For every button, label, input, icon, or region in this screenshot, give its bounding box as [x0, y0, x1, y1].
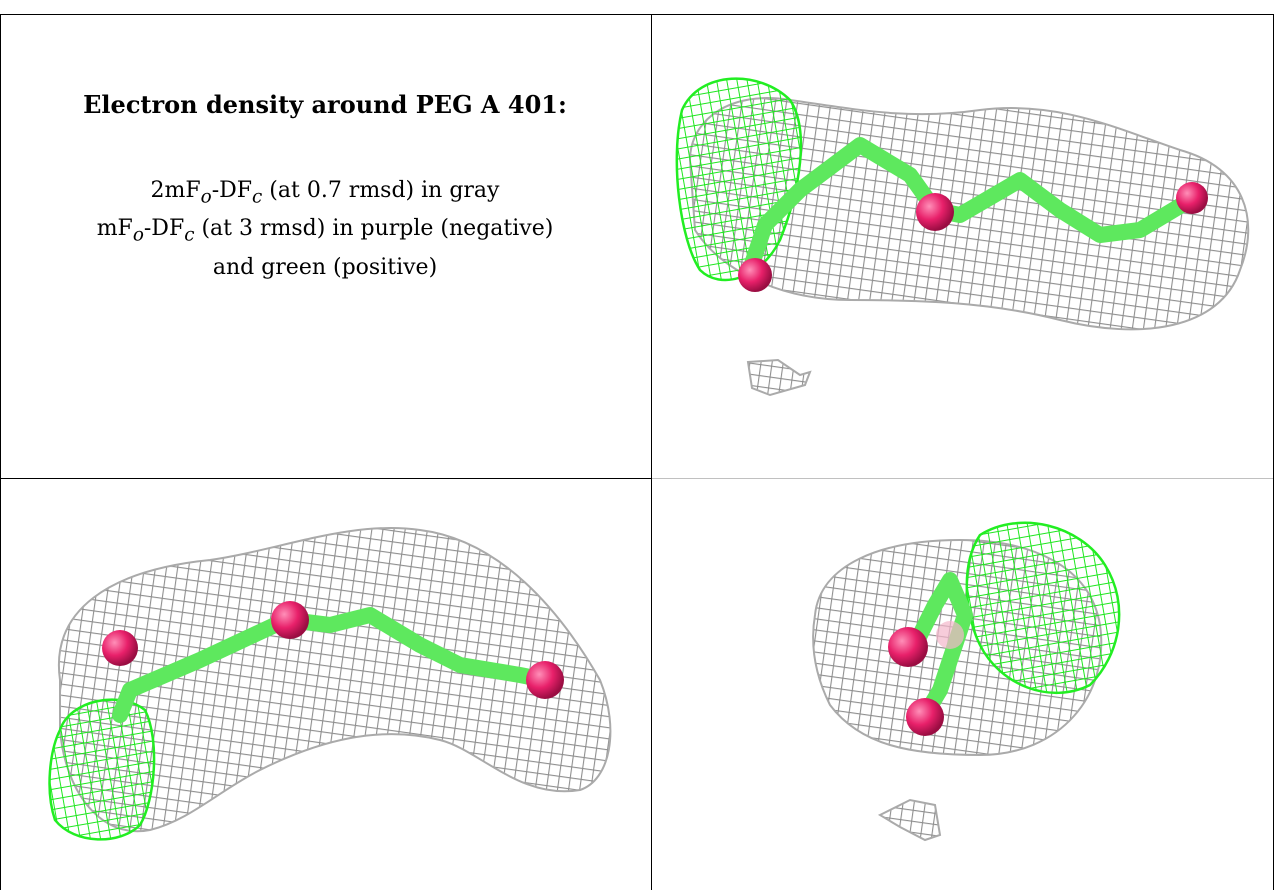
oxygen-atom: [271, 601, 309, 639]
mesh-fragment: [877, 798, 942, 842]
density-view-1: [675, 77, 1250, 397]
table-border-middle-left: [0, 478, 634, 479]
oxygen-atom: [1176, 182, 1208, 214]
oxygen-atom: [906, 698, 944, 736]
peg-bonds: [907, 572, 973, 723]
table-border-middle-right: [652, 478, 1274, 479]
figure-caption: Electron density around PEG A 401: 2mFo-…: [20, 90, 630, 284]
legend-line-2fofc: 2mFo-DFc (at 0.7 rmsd) in gray: [150, 178, 500, 208]
mesh-positive: [48, 698, 156, 841]
oxygen-atom: [738, 258, 772, 292]
density-view-3: [812, 521, 1121, 842]
mesh-2fofc: [57, 526, 612, 833]
table-border-top: [0, 14, 1274, 15]
density-view-top-right: [660, 50, 1260, 470]
oxygen-atom: [888, 627, 928, 667]
oxygen-atom: [936, 621, 964, 649]
oxygen-atom: [526, 661, 564, 699]
legend-line-positive: and green (positive): [212, 254, 438, 280]
peg-bonds: [112, 607, 553, 723]
density-view-bottom-right: [800, 505, 1160, 855]
density-view-2: [48, 526, 612, 841]
caption-title: Electron density around PEG A 401:: [83, 90, 567, 119]
table-border-center: [651, 14, 652, 890]
density-view-bottom-left: [20, 500, 640, 880]
table-border-middle-tick: [634, 478, 652, 479]
mesh-fragment: [746, 358, 812, 397]
table-border-left: [0, 14, 1, 890]
oxygen-atom: [102, 630, 138, 666]
legend-line-fofc: mFo-DFc (at 3 rmsd) in purple (negative): [96, 216, 554, 246]
oxygen-atom: [916, 193, 954, 231]
caption-legend: 2mFo-DFc (at 0.7 rmsd) in gray mFo-DFc (…: [20, 175, 630, 284]
